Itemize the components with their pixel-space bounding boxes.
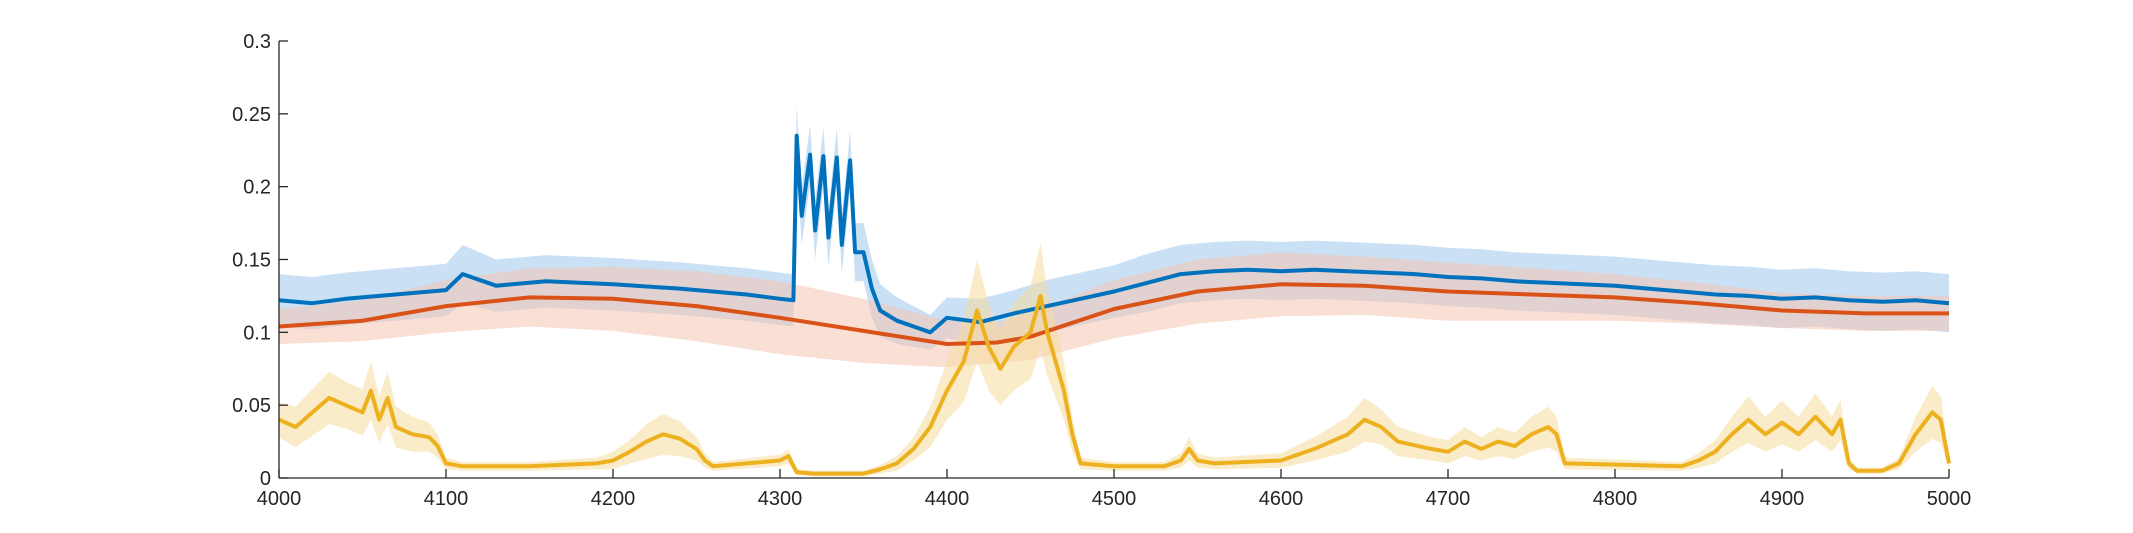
y-tick-label: 0.1 — [243, 322, 271, 344]
x-tick-label: 4400 — [925, 488, 970, 510]
x-tick-label: 4300 — [758, 488, 803, 510]
series-lines — [278, 133, 1951, 476]
x-tick-label: 4700 — [1426, 488, 1471, 510]
x-tick-label: 4500 — [1092, 488, 1137, 510]
x-tick-label: 4800 — [1593, 488, 1638, 510]
x-tick-label: 5000 — [1927, 488, 1972, 510]
series-3-band — [279, 243, 1949, 477]
x-tick-label: 4200 — [591, 488, 636, 510]
x-tick-label: 4600 — [1259, 488, 1304, 510]
series-3-line — [278, 293, 1951, 476]
x-tick-label: 4100 — [424, 488, 469, 510]
y-tick-label: 0.25 — [232, 104, 271, 126]
y-tick-label: 0.05 — [232, 395, 271, 417]
y-tick-label: 0.15 — [232, 250, 271, 272]
series-2-line — [278, 282, 1949, 346]
x-tick-label: 4900 — [1760, 488, 1805, 510]
y-tick-label: 0.2 — [243, 177, 271, 199]
x-tick-label: 4000 — [257, 488, 302, 510]
y-tick-label: 0.3 — [243, 31, 271, 53]
y-tick-label: 0 — [260, 468, 271, 490]
y-ticks: 0 0.05 0.1 0.15 0.2 0.25 0.3 — [232, 31, 288, 490]
series-1-line — [278, 133, 1950, 335]
x-ticks: 4000 4100 4200 4300 4400 4500 4600 4700 4800 4900… — [257, 469, 1972, 510]
